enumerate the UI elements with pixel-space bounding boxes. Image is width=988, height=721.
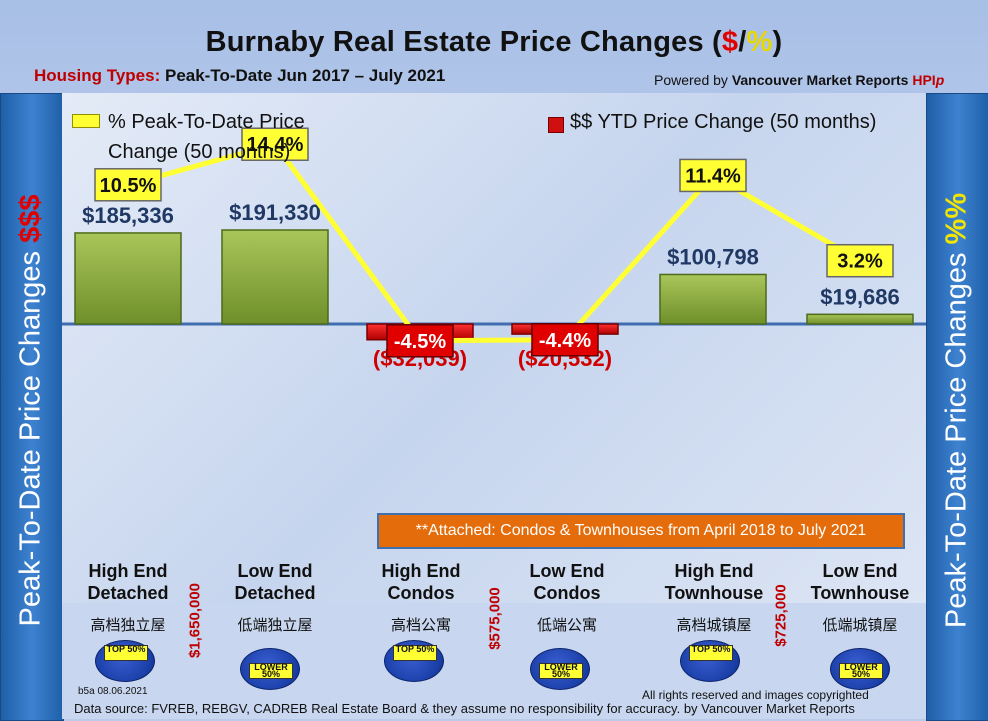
category-zh-1: 低端独立屋: [237, 617, 313, 634]
powered-by: Powered by Vancouver Market Reports HPIp: [654, 72, 945, 88]
left-axis-bar: Peak-To-Date Price Changes $$$: [0, 93, 64, 721]
legend-swatch-dollar: [548, 117, 564, 133]
category-label-high-end-detached: High End Detached: [87, 561, 169, 603]
category-panel: [62, 603, 926, 719]
data-source: Data source: FVREB, REBGV, CADREB Real E…: [74, 701, 855, 716]
category-zh-3: 低端公寓: [536, 617, 597, 634]
chart-subtitle: Housing Types: Peak-To-Date Jun 2017 – J…: [34, 66, 446, 85]
legend-pct: % Peak-To-Date Price Change (50 months): [108, 111, 305, 163]
copyright-notice: All rights reserved and images copyright…: [642, 688, 869, 702]
top-50-badge: TOP 50%: [680, 640, 740, 682]
category-label-low-end-townhouse: Low End Townhouse: [810, 561, 910, 603]
bar-4: [659, 273, 767, 325]
chart-code: b5a 08.06.2021: [78, 686, 148, 697]
category-label-low-end-detached: Low End Detached: [234, 561, 316, 603]
pct-label-2: -4.5%: [394, 331, 446, 353]
pct-label-0: 10.5%: [100, 175, 157, 197]
bar-0: [74, 232, 182, 325]
lower-50-badge: LOWER 50%: [530, 648, 590, 690]
right-axis-bar: Peak-To-Date Price Changes %%: [926, 93, 988, 721]
threshold-condos: $575,000: [486, 587, 504, 650]
threshold-detached: $1,650,000: [186, 582, 204, 659]
category-zh-2: 高档公寓: [390, 617, 451, 634]
category-label-high-end-condos: High End Condos: [381, 561, 461, 603]
threshold-townhouse: $725,000: [772, 584, 790, 647]
attached-note: **Attached: Condos & Townhouses from Apr…: [377, 513, 905, 549]
pct-label-box-0: [94, 168, 162, 202]
pct-label-4: 11.4%: [685, 165, 741, 187]
chart-title: Burnaby Real Estate Price Changes ($/%): [205, 26, 783, 58]
bar-value-label-0: $185,336: [82, 203, 174, 228]
category-zh-5: 低端城镇屋: [822, 617, 898, 634]
pct-label-box-4: [679, 158, 747, 193]
category-label-high-end-townhouse: High End Townhouse: [664, 561, 764, 603]
top-50-badge: TOP 50%: [384, 640, 444, 682]
lower-50-badge: LOWER 50%: [830, 648, 890, 690]
pct-label-box-3: [531, 323, 599, 357]
pct-label-box-2: [386, 324, 454, 358]
bar-1: [221, 229, 329, 325]
bar-value-label-4: $100,798: [667, 244, 759, 269]
pct-label-3: -4.4%: [539, 330, 591, 352]
pct-label-5: 3.2%: [837, 251, 883, 273]
top-50-badge: TOP 50%: [95, 640, 155, 682]
bar-value-label-1: $191,330: [229, 200, 321, 225]
lower-50-badge: LOWER 50%: [240, 648, 300, 690]
pct-label-box-1: [241, 127, 309, 161]
bar-5: [806, 313, 914, 325]
category-zh-4: 高档城镇屋: [676, 617, 752, 634]
legend-dollar: $$ YTD Price Change (50 months): [570, 111, 877, 133]
bar-value-label-5: $19,686: [820, 284, 900, 309]
category-zh-0: 高档独立屋: [90, 617, 166, 634]
pct-label-1: 14.4%: [247, 134, 304, 156]
category-label-low-end-condos: Low End Condos: [529, 561, 605, 603]
pct-label-box-5: [826, 243, 894, 278]
legend-swatch-pct: [72, 114, 100, 128]
